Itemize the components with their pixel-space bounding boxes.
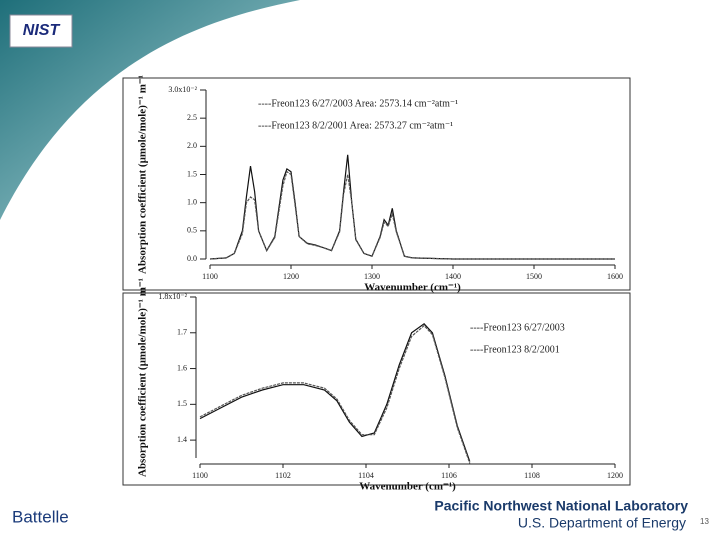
legend-label: ----Freon123 8/2/2001 — [470, 344, 560, 355]
x-tick-label: 1200 — [607, 471, 623, 480]
x-tick-label: 1108 — [524, 471, 540, 480]
legend-label: ----Freon123 6/27/2003 Area: 2573.14 cm⁻… — [258, 98, 458, 109]
department: U.S. Department of Energy — [518, 515, 686, 531]
lab-name: Pacific Northwest National Laboratory — [434, 498, 688, 514]
y-tick-label: 1.5 — [177, 399, 187, 408]
y-tick-label: 1.8x10⁻² — [158, 292, 187, 301]
logo-box — [9, 14, 73, 48]
y-tick-label: 1.5 — [187, 169, 197, 178]
y-tick-label: 1.6 — [177, 363, 187, 372]
y-tick-label: 1.0 — [187, 197, 197, 206]
x-tick-label: 1102 — [275, 471, 291, 480]
data-line — [209, 154, 615, 260]
y-tick-label: 0.5 — [187, 226, 197, 235]
chart-panel — [122, 77, 631, 291]
logo: NIST — [23, 22, 61, 39]
x-tick-label: 1100 — [202, 272, 218, 281]
y-tick-label: 2.0 — [187, 141, 197, 150]
y-axis-title: Absorption coefficient (µmole/mole)⁻¹ m⁻… — [137, 75, 149, 274]
page-number: 13 — [700, 517, 709, 526]
x-tick-label: 1600 — [607, 272, 623, 281]
y-tick-label: 3.0x10⁻² — [168, 85, 197, 94]
x-tick-label: 1300 — [364, 272, 380, 281]
legend-label: ----Freon123 6/27/2003 — [470, 322, 565, 333]
decor — [0, 0, 300, 220]
y-axis-title: Absorption coefficient (µmole/mole)⁻¹ m⁻… — [137, 278, 149, 477]
data-line — [199, 323, 471, 462]
x-tick-label: 1500 — [526, 272, 542, 281]
brand: Battelle — [12, 507, 69, 526]
data-line — [209, 170, 615, 260]
legend-label: ----Freon123 8/2/2001 Area: 2573.27 cm⁻²… — [258, 120, 453, 131]
x-tick-label: 1400 — [445, 272, 461, 281]
x-axis-title: Wavenumber (cm⁻¹) — [364, 282, 461, 294]
y-tick-label: 1.4 — [177, 435, 187, 444]
y-tick-label: 0.0 — [187, 254, 197, 263]
x-tick-label: 1106 — [441, 471, 457, 480]
y-tick-label: 1.7 — [177, 328, 187, 337]
x-tick-label: 1100 — [192, 471, 208, 480]
x-tick-label: 1104 — [358, 471, 374, 480]
x-axis-title: Wavenumber (cm⁻¹) — [359, 481, 456, 493]
chart-panel — [122, 292, 631, 486]
y-tick-label: 2.5 — [187, 113, 197, 122]
x-tick-label: 1200 — [283, 272, 299, 281]
data-line — [199, 324, 471, 464]
